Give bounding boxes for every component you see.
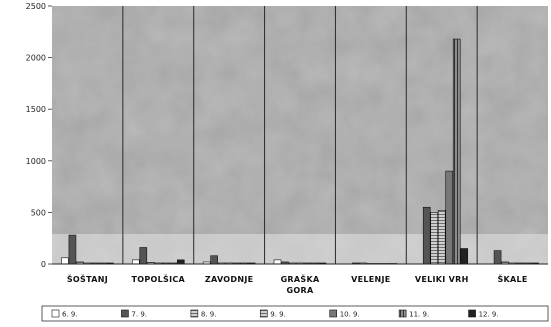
legend-swatch (468, 309, 476, 318)
bar (131, 259, 140, 265)
bar (68, 234, 77, 265)
x-category-label: VELIKI VRH (415, 275, 469, 284)
bar (176, 259, 185, 265)
x-category-label: GRAŠKA (281, 273, 320, 284)
bar (61, 257, 69, 265)
x-axis-category-labels: ŠOŠTANJ TOPOLŠICA ZAVODNJE GRAŠKA GORA VELENJ… (67, 273, 528, 295)
bar (430, 212, 439, 265)
bar (452, 38, 461, 265)
bars-group (61, 38, 539, 265)
bar (139, 247, 148, 265)
y-tick-label: 2000 (26, 54, 46, 63)
y-tick-label: 500 (31, 208, 46, 217)
x-category-label: ŠKALE (497, 273, 527, 284)
x-category-label: ŠOŠTANJ (67, 273, 108, 284)
x-category-label: TOPOLŠICA (132, 273, 186, 284)
y-tick-label: 1000 (26, 157, 46, 166)
legend-label: 7. 9. (131, 311, 147, 319)
y-tick-label: 2500 (26, 2, 46, 11)
bar (437, 210, 446, 265)
legend-swatch (190, 309, 199, 318)
legend-label: 6. 9. (62, 311, 78, 319)
legend-label: 11. 9. (409, 311, 429, 319)
plot-background (52, 6, 548, 264)
bar (460, 248, 469, 265)
legend: 6. 9. 7. 9. 8. 9. 9. 9. 10. 9. 11. 9. 12. 9. (41, 305, 549, 322)
legend-label: 10. 9. (340, 311, 360, 319)
y-tick-label: 0 (41, 260, 46, 269)
legend-box (41, 305, 549, 322)
x-category-label: VELENJE (351, 275, 390, 284)
y-tick-label: 1500 (26, 105, 46, 114)
y-axis-ticks: 0 500 1000 1500 2000 2500 (26, 2, 52, 269)
legend-label: 8. 9. (201, 311, 217, 319)
bar (210, 255, 218, 265)
legend-swatch (121, 309, 129, 318)
bar (445, 170, 454, 265)
legend-label: 9. 9. (270, 311, 286, 319)
x-category-label: ZAVODNJE (205, 275, 253, 284)
plot-texture (52, 6, 548, 264)
legend-label: 12. 9. (479, 311, 499, 319)
legend-swatch (51, 309, 60, 318)
legend-swatch (398, 309, 407, 318)
legend-items: 6. 9. 7. 9. 8. 9. 9. 9. 10. 9. 11. 9. 12. 9. (51, 309, 499, 319)
legend-swatch (329, 309, 338, 318)
bar (422, 206, 431, 265)
plot-lower-band (52, 234, 548, 264)
category-dividers (122, 6, 478, 264)
legend-swatch (259, 309, 268, 318)
bar (273, 259, 282, 265)
bar (493, 250, 502, 265)
x-category-label: GORA (287, 286, 314, 295)
